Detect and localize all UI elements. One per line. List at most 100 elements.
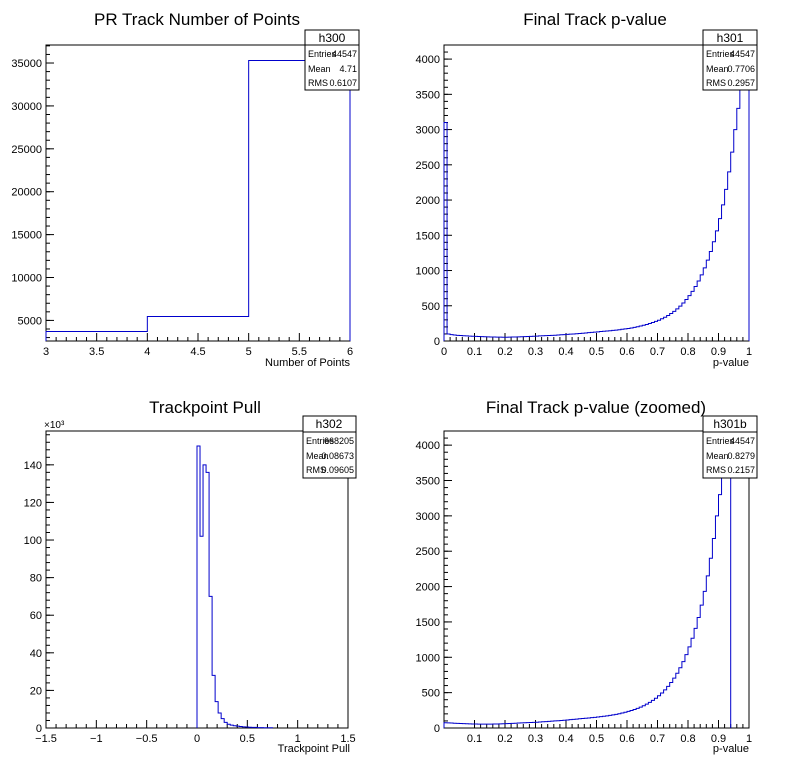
chart-title: Final Track p-value — [523, 10, 667, 29]
stats-name: h302 — [316, 417, 343, 431]
y-tick-label: 20 — [30, 685, 42, 697]
x-tick-label: 0.7 — [650, 733, 665, 745]
stats-mean-value: 0.08673 — [321, 451, 354, 461]
stats-rms-value: 0.09605 — [321, 465, 354, 475]
x-tick-label: 0.5 — [240, 733, 255, 745]
stats-box: h301 Entries 44547 Mean 0.7706 RMS 0.295… — [702, 29, 758, 91]
x-tick-label: 0.7 — [650, 346, 665, 358]
stats-entries-label: Entries — [706, 49, 735, 59]
stats-rms-value: 0.6107 — [329, 78, 357, 88]
y-tick-label: 3000 — [416, 511, 440, 523]
stats-entries-value: 44547 — [730, 436, 755, 446]
panel-trackpoint-pull: Trackpoint Pull −1.5 −1 −0.5 0 0.5 1 1.5 0 20 40 6… — [24, 398, 357, 755]
y-tick-label: 0 — [434, 723, 440, 735]
y-tick-label: 4000 — [416, 54, 440, 66]
x-tick-label: −0.5 — [136, 733, 158, 745]
stats-box: h300 Entries 44547 Mean 4.71 RMS 0.6107 — [304, 29, 360, 91]
stats-rms-value: 0.2957 — [727, 78, 755, 88]
x-tick-label: 0.5 — [589, 733, 604, 745]
stats-mean-label: Mean — [706, 64, 729, 74]
panel-final-track-p-value-zoomed: Final Track p-value (zoomed) 0.1 0.2 0.3 0.… — [416, 398, 758, 755]
x-tick-label: −1 — [90, 733, 103, 745]
stats-mean-value: 4.71 — [339, 64, 357, 74]
x-tick-label: 0.1 — [467, 733, 482, 745]
stats-rms-label: RMS — [308, 78, 328, 88]
x-tick-label: 0.3 — [528, 346, 543, 358]
x-tick-label: 0.6 — [619, 733, 634, 745]
x-axis-label: Number of Points — [265, 357, 350, 369]
x-tick-label: 3.5 — [89, 346, 104, 358]
x-tick-label: 5.5 — [292, 346, 307, 358]
histogram-line — [45, 59, 351, 341]
x-tick-label: 0.1 — [467, 346, 482, 358]
y-tick-label: 40 — [30, 648, 42, 660]
x-tick-label: 4 — [144, 346, 150, 358]
y-tick-label: 15000 — [11, 230, 42, 242]
stats-mean-value: 0.8279 — [727, 451, 755, 461]
panel-pr-track-number-of-points: PR Track Number of Points 3 3.5 4 4.5 5 5.5 6 5… — [11, 10, 360, 369]
y-tick-label: 60 — [30, 610, 42, 622]
stats-name: h301b — [713, 417, 747, 431]
stats-rms-label: RMS — [706, 78, 726, 88]
x-tick-label: −1.5 — [35, 733, 57, 745]
histogram-marks: −1.5 −1 −0.5 0 0.5 1 1.5 0 20 40 60 80 100 120 140 — [24, 434, 356, 745]
y-tick-label: 1500 — [416, 230, 440, 242]
stats-entries-label: Entries — [706, 436, 735, 446]
stats-entries-value: 44547 — [332, 49, 357, 59]
x-tick-label: 1 — [746, 733, 752, 745]
y-tick-label: 0 — [36, 723, 42, 735]
x-tick-label: 0.9 — [711, 346, 726, 358]
x-tick-label: 0.2 — [497, 733, 512, 745]
panel-final-track-p-value: Final Track p-value 0 0.1 0.2 0.3 0.4 0.5 0.6 0… — [416, 10, 758, 369]
stats-entries-label: Entries — [308, 49, 337, 59]
x-axis-label: Trackpoint Pull — [278, 743, 350, 755]
x-tick-label: 4.5 — [190, 346, 205, 358]
chart-title: Trackpoint Pull — [149, 398, 261, 417]
stats-entries-value: 44547 — [730, 49, 755, 59]
histogram-line — [443, 51, 750, 341]
stats-rms-label: RMS — [706, 465, 726, 475]
y-tick-label: 20000 — [11, 187, 42, 199]
stats-rms-label: RMS — [306, 465, 326, 475]
y-tick-label: 35000 — [11, 58, 42, 70]
histogram-line — [196, 445, 273, 729]
x-tick-label: 3 — [43, 346, 49, 358]
plot-frame — [45, 44, 351, 342]
stats-entries-value: 668205 — [324, 436, 354, 446]
stats-mean-label: Mean — [706, 451, 729, 461]
stats-entries-label: Entries — [306, 436, 335, 446]
x-tick-label: 0.4 — [558, 346, 573, 358]
stats-name: h300 — [319, 31, 346, 45]
x-tick-label: 0.8 — [680, 346, 695, 358]
histogram-marks: 0.1 0.2 0.3 0.4 0.5 0.6 0.7 0.8 0.9 1 0 500 1000 1500… — [416, 430, 752, 745]
chart-title: Final Track p-value (zoomed) — [486, 398, 706, 417]
x-axis-label: p-value — [713, 743, 749, 755]
x-tick-label: 1.5 — [340, 733, 355, 745]
histogram-marks: 3 3.5 4 4.5 5 5.5 6 5000 10000 15000 20000 25000 300… — [11, 45, 353, 358]
y-tick-label: 4000 — [416, 440, 440, 452]
x-tick-label: 0.8 — [680, 733, 695, 745]
y-tick-label: 1000 — [416, 266, 440, 278]
y-tick-label: 3500 — [416, 476, 440, 488]
y-axis-exponent: ×10³ — [44, 420, 65, 431]
y-tick-label: 2500 — [416, 160, 440, 172]
stats-mean-value: 0.7706 — [727, 64, 755, 74]
chart-title: PR Track Number of Points — [94, 10, 300, 29]
stats-box: h301b Entries 44547 Mean 0.8279 RMS 0.21… — [702, 415, 758, 479]
y-tick-label: 3000 — [416, 125, 440, 137]
y-tick-label: 5000 — [18, 315, 42, 327]
y-tick-label: 80 — [30, 573, 42, 585]
y-tick-label: 1500 — [416, 617, 440, 629]
y-tick-label: 500 — [422, 301, 440, 313]
x-tick-label: 0.4 — [558, 733, 573, 745]
y-tick-label: 2500 — [416, 546, 440, 558]
histogram-marks: 0 0.1 0.2 0.3 0.4 0.5 0.6 0.7 0.8 0.9 1 0 500 1000 150… — [416, 44, 752, 358]
histogram-line — [443, 437, 732, 728]
y-tick-label: 140 — [24, 460, 42, 472]
y-tick-label: 2000 — [416, 195, 440, 207]
y-tick-label: 120 — [24, 497, 42, 509]
y-tick-label: 1000 — [416, 652, 440, 664]
stats-mean-label: Mean — [306, 451, 329, 461]
stats-rms-value: 0.2157 — [727, 465, 755, 475]
